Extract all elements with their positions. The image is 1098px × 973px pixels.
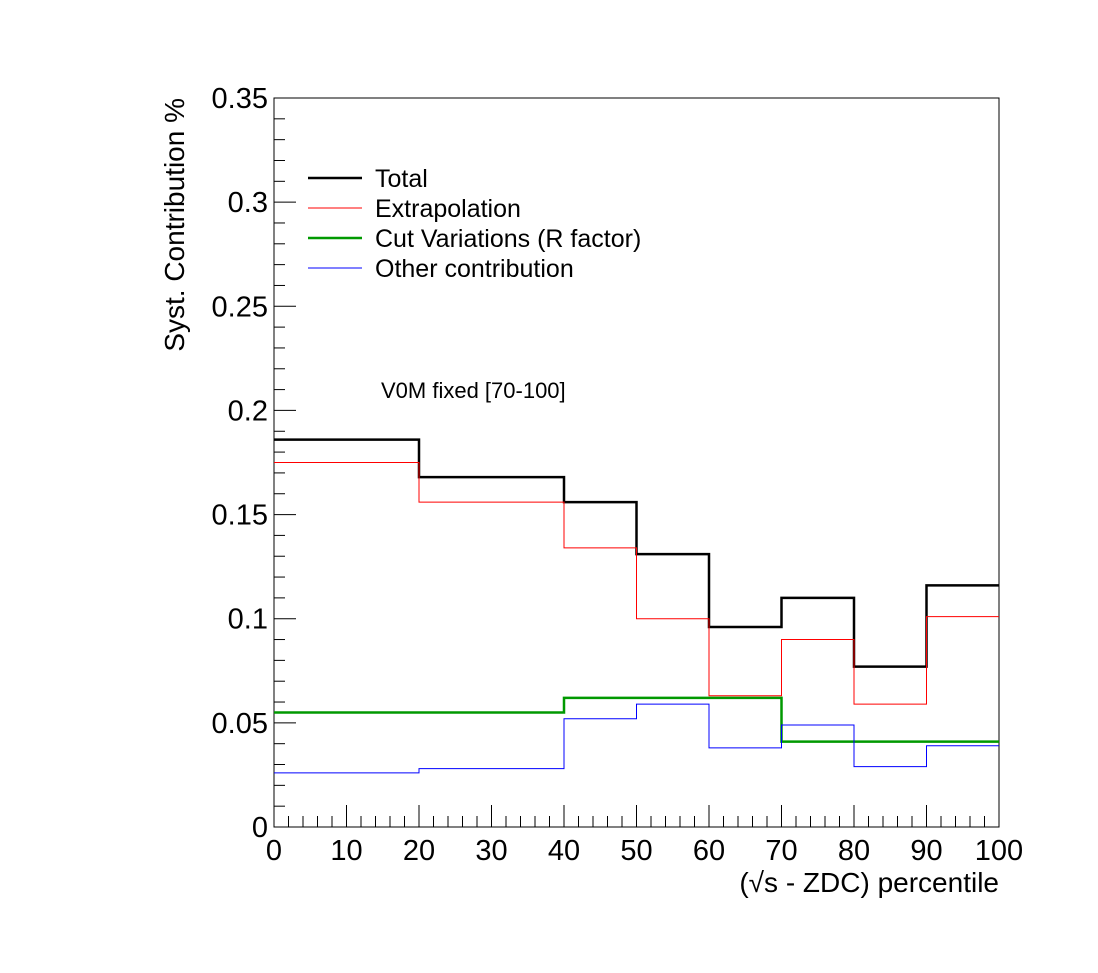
x-tick-label: 40: [548, 835, 580, 867]
legend-label: Cut Variations (R factor): [375, 225, 641, 253]
y-tick-label: 0.3: [228, 187, 268, 219]
series-line-3: [274, 703, 999, 774]
x-tick-label: 90: [910, 835, 942, 867]
x-tick-label: 10: [330, 835, 362, 867]
x-tick-label: 70: [765, 835, 797, 867]
y-tick-label: 0.15: [212, 500, 268, 532]
y-tick-label: 0.2: [228, 395, 268, 427]
y-tick-label: 0.25: [212, 291, 268, 323]
series-line-2: [274, 696, 999, 743]
x-tick-label: 100: [975, 835, 1023, 867]
annotation-label: V0M fixed [70-100]: [381, 378, 566, 403]
legend-label: Total: [375, 165, 428, 193]
x-axis-title: (√s - ZDC) percentile: [739, 867, 999, 898]
series-group: [274, 438, 999, 774]
series-line-0: [274, 438, 999, 668]
x-tick-label: 60: [693, 835, 725, 867]
y-tick-label: 0.05: [212, 708, 268, 740]
x-tick-label: 80: [838, 835, 870, 867]
x-tick-label: 0: [266, 835, 282, 867]
tick-labels: 0 10 20 30 40 50 60 70 80 90 100 0 0.05 0.1 0.15 0.2 0.2…: [212, 83, 1024, 867]
legend-label: Extrapolation: [375, 195, 521, 223]
x-tick-label: 30: [475, 835, 507, 867]
x-tick-label: 20: [403, 835, 435, 867]
legend-label: Other contribution: [375, 255, 574, 283]
y-tick-label: 0.35: [212, 83, 268, 115]
y-tick-label: 0: [252, 812, 268, 844]
y-tick-label: 0.1: [228, 604, 268, 636]
axis-ticks: [273, 97, 1000, 828]
y-axis-title: Syst. Contribution %: [159, 98, 190, 352]
x-tick-label: 50: [620, 835, 652, 867]
series-line-1: [274, 462, 999, 705]
